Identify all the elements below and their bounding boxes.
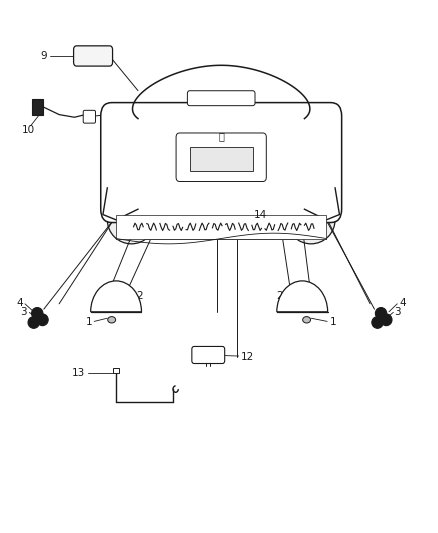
- Bar: [116, 215, 326, 239]
- Ellipse shape: [37, 314, 48, 326]
- Text: 14: 14: [254, 210, 267, 220]
- Text: 10: 10: [22, 125, 35, 134]
- Ellipse shape: [108, 317, 116, 323]
- Ellipse shape: [381, 314, 392, 326]
- FancyBboxPatch shape: [74, 46, 113, 66]
- FancyBboxPatch shape: [176, 133, 266, 181]
- Text: 4: 4: [16, 298, 23, 308]
- FancyBboxPatch shape: [83, 110, 95, 123]
- Ellipse shape: [303, 317, 311, 323]
- Text: 2: 2: [136, 291, 142, 301]
- Text: 1: 1: [329, 318, 336, 327]
- Text: 1: 1: [85, 318, 92, 327]
- Ellipse shape: [118, 207, 145, 233]
- Text: Ⓡ: Ⓡ: [218, 131, 224, 141]
- Wedge shape: [277, 281, 328, 312]
- Bar: [190, 147, 253, 171]
- Ellipse shape: [107, 196, 155, 244]
- Text: 4: 4: [399, 298, 406, 308]
- FancyBboxPatch shape: [101, 103, 342, 223]
- Text: 2: 2: [276, 291, 283, 301]
- Text: 9: 9: [40, 51, 47, 61]
- FancyBboxPatch shape: [192, 346, 225, 364]
- Ellipse shape: [372, 317, 383, 328]
- Bar: [113, 368, 119, 373]
- FancyBboxPatch shape: [187, 91, 255, 106]
- Ellipse shape: [287, 196, 335, 244]
- Ellipse shape: [298, 207, 324, 233]
- Text: 3: 3: [394, 307, 401, 317]
- Bar: [32, 99, 43, 115]
- Ellipse shape: [375, 308, 387, 319]
- Ellipse shape: [32, 308, 43, 319]
- Text: 12: 12: [241, 352, 254, 362]
- Text: 3: 3: [21, 307, 27, 317]
- Text: 13: 13: [72, 368, 85, 378]
- Ellipse shape: [28, 317, 39, 328]
- Wedge shape: [91, 281, 141, 312]
